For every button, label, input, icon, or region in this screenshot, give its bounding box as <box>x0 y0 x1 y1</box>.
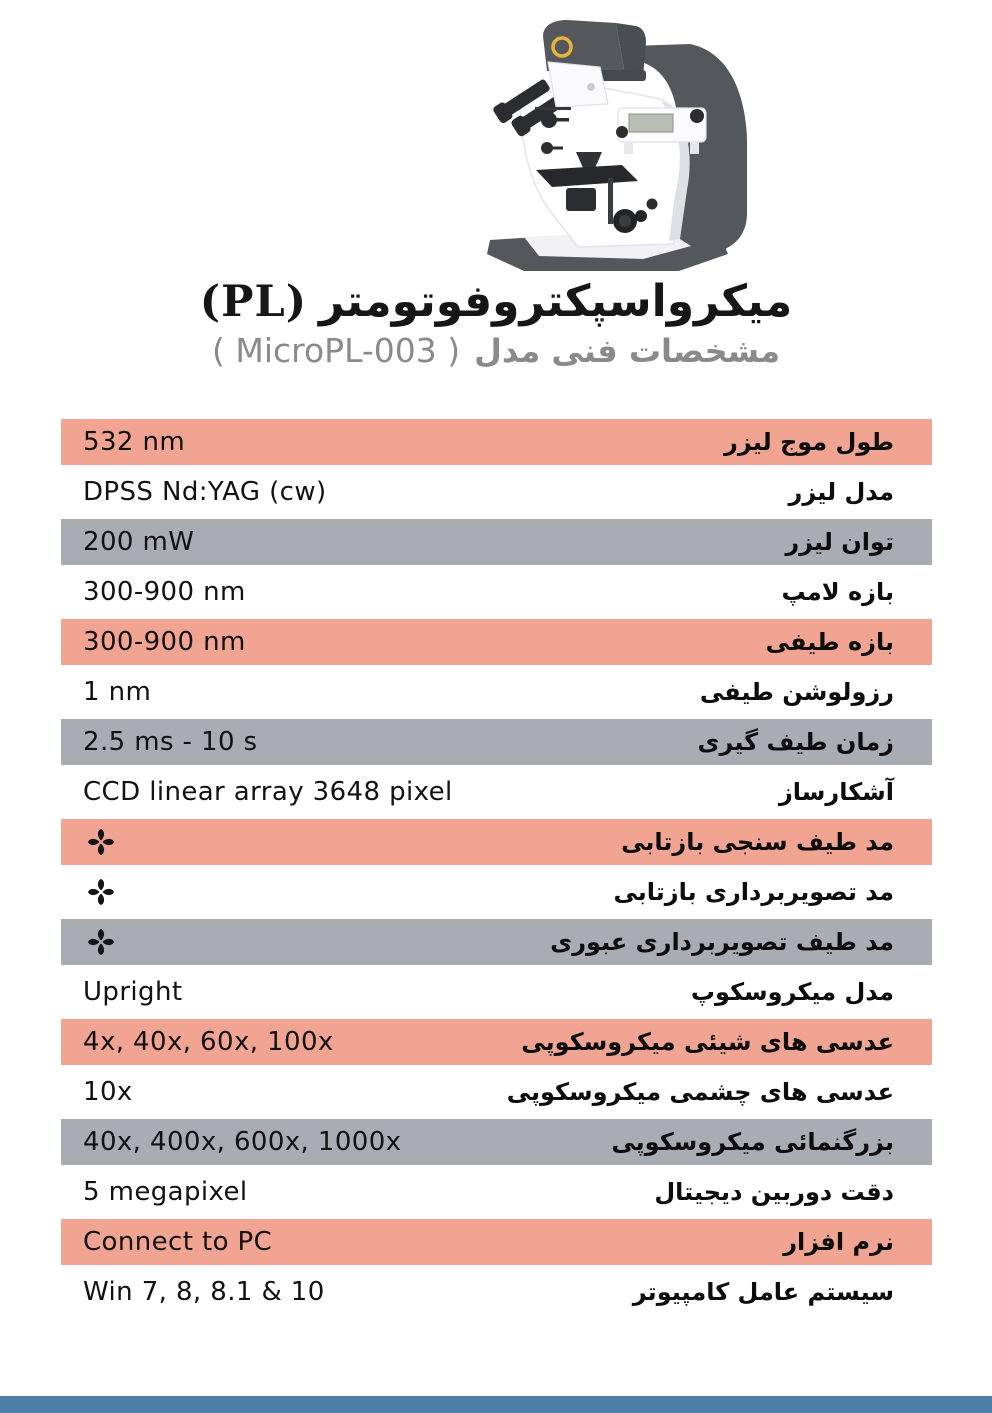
spec-value: 5 megapixel <box>83 1177 248 1207</box>
spec-value-cell <box>83 828 115 856</box>
spec-value: 1 nm <box>83 677 152 707</box>
spec-label-fa: دقت دوربین دیجیتال <box>654 1178 894 1206</box>
spec-row: 4x, 40x, 60x, 100x عدسی های شیئی میکروسک… <box>61 1019 932 1065</box>
spec-value-cell: 5 megapixel <box>83 1177 248 1207</box>
four-petal-asterisk-icon <box>87 828 115 856</box>
page-title-fa: میکرواسپکتروفوتومتر <box>319 276 793 327</box>
spec-value: Connect to PC <box>83 1227 273 1257</box>
spec-row: مد طیف تصویربرداری عبوری <box>61 919 932 965</box>
spec-label-fa: رزولوشن طیفی <box>699 678 894 706</box>
spec-row: Upright مدل میکروسکوپ <box>61 969 932 1015</box>
spec-label-fa: بازه لامپ <box>781 578 895 606</box>
spec-value: 40x, 400x, 600x, 1000x <box>83 1127 402 1157</box>
brand-ring-logo <box>551 36 573 58</box>
spec-value-cell: CCD linear array 3648 pixel <box>83 777 453 807</box>
spec-label-fa: نرم افزار <box>783 1228 894 1256</box>
spec-value: DPSS Nd:YAG (cw) <box>83 477 327 507</box>
spec-row: مد طیف سنجی بازتابی <box>61 819 932 865</box>
page-title: (PL) میکرواسپکتروفوتومتر <box>0 276 992 327</box>
spec-value-cell: 4x, 40x, 60x, 100x <box>83 1027 334 1057</box>
spec-row: DPSS Nd:YAG (cw) مدل لیزر <box>61 469 932 515</box>
spec-label-fa: مدل میکروسکوپ <box>690 978 894 1006</box>
spec-value: 200 mW <box>83 527 195 557</box>
footer-accent-bar <box>0 1396 992 1413</box>
spec-label-fa: بزرگنمائی میکروسکوپی <box>611 1128 894 1156</box>
spec-row: 2.5 ms - 10 s زمان طیف گیری <box>61 719 932 765</box>
spec-value-cell: Connect to PC <box>83 1227 272 1257</box>
four-petal-asterisk-icon <box>87 878 115 906</box>
microscope-product-image <box>487 20 747 271</box>
spec-row: 1 nm رزولوشن طیفی <box>61 669 932 715</box>
spec-value-cell: 40x, 400x, 600x, 1000x <box>83 1127 401 1157</box>
spec-label-fa: مد تصویربرداری بازتابی <box>613 878 894 906</box>
spec-value: 300-900 nm <box>83 577 246 607</box>
spec-value-cell: Win 7, 8, 8.1 & 10 <box>83 1277 325 1307</box>
spec-row: 5 megapixel دقت دوربین دیجیتال <box>61 1169 932 1215</box>
spec-value-cell: DPSS Nd:YAG (cw) <box>83 477 327 507</box>
spec-row: 40x, 400x, 600x, 1000x بزرگنمائی میکروسک… <box>61 1119 932 1165</box>
spec-value-cell: 1 nm <box>83 677 151 707</box>
spec-value-cell: 200 mW <box>83 527 194 557</box>
spec-value-cell: 2.5 ms - 10 s <box>83 727 258 757</box>
spec-value-cell: 10x <box>83 1077 133 1107</box>
spec-label-fa: عدسی های شیئی میکروسکوپی <box>521 1028 894 1056</box>
spec-label-fa: مد طیف تصویربرداری عبوری <box>550 928 894 956</box>
spec-label-fa: زمان طیف گیری <box>697 728 894 756</box>
spec-table: 532 nm طول موج لیزر DPSS Nd:YAG (cw) مدل… <box>61 419 932 1319</box>
spec-row: 10x عدسی های چشمی میکروسکوپی <box>61 1069 932 1115</box>
spec-value: 300-900 nm <box>83 627 246 657</box>
four-petal-asterisk-icon <box>87 928 115 956</box>
page-subtitle-fa: مشخصات فنی مدل <box>474 331 781 370</box>
spec-label-fa: آشکارساز <box>778 778 894 806</box>
spec-row: 300-900 nm بازه لامپ <box>61 569 932 615</box>
spec-label-fa: توان لیزر <box>785 528 894 556</box>
spec-row: Win 7, 8, 8.1 & 10 سیستم عامل کامپیوتر <box>61 1269 932 1315</box>
page-title-latin: (PL) <box>199 276 308 327</box>
spec-row: 532 nm طول موج لیزر <box>61 419 932 465</box>
spec-label-fa: عدسی های چشمی میکروسکوپی <box>506 1078 894 1106</box>
spec-value-cell: 532 nm <box>83 427 185 457</box>
spec-label-fa: مد طیف سنجی بازتابی <box>621 828 894 856</box>
spec-value-cell <box>83 928 115 956</box>
spec-row: CCD linear array 3648 pixel آشکارساز <box>61 769 932 815</box>
spec-value: Upright <box>83 977 183 1007</box>
spec-value-cell: 300-900 nm <box>83 627 246 657</box>
spec-row: 300-900 nm بازه طیفی <box>61 619 932 665</box>
spec-value: 532 nm <box>83 427 186 457</box>
product-image-container <box>428 8 764 282</box>
spec-value-cell: Upright <box>83 977 182 1007</box>
spec-value: 10x <box>83 1077 133 1107</box>
spec-value: Win 7, 8, 8.1 & 10 <box>83 1277 325 1307</box>
spec-value-cell <box>83 878 115 906</box>
title-block: (PL) میکرواسپکتروفوتومتر ( MicroPL-003 )… <box>0 276 992 370</box>
spec-value: CCD linear array 3648 pixel <box>83 777 453 807</box>
spec-value: 2.5 ms - 10 s <box>83 727 258 757</box>
spec-label-fa: طول موج لیزر <box>724 428 894 456</box>
spec-label-fa: مدل لیزر <box>788 478 894 506</box>
spec-row: 200 mW توان لیزر <box>61 519 932 565</box>
page-subtitle-model: ( MicroPL-003 ) <box>211 331 461 370</box>
spec-row: Connect to PC نرم افزار <box>61 1219 932 1265</box>
spec-label-fa: بازه طیفی <box>765 628 894 656</box>
spec-value-cell: 300-900 nm <box>83 577 246 607</box>
spec-label-fa: سیستم عامل کامپیوتر <box>632 1278 894 1306</box>
spec-row: مد تصویربرداری بازتابی <box>61 869 932 915</box>
page-subtitle: ( MicroPL-003 ) مشخصات فنی مدل <box>0 331 992 370</box>
spec-value: 4x, 40x, 60x, 100x <box>83 1027 334 1057</box>
